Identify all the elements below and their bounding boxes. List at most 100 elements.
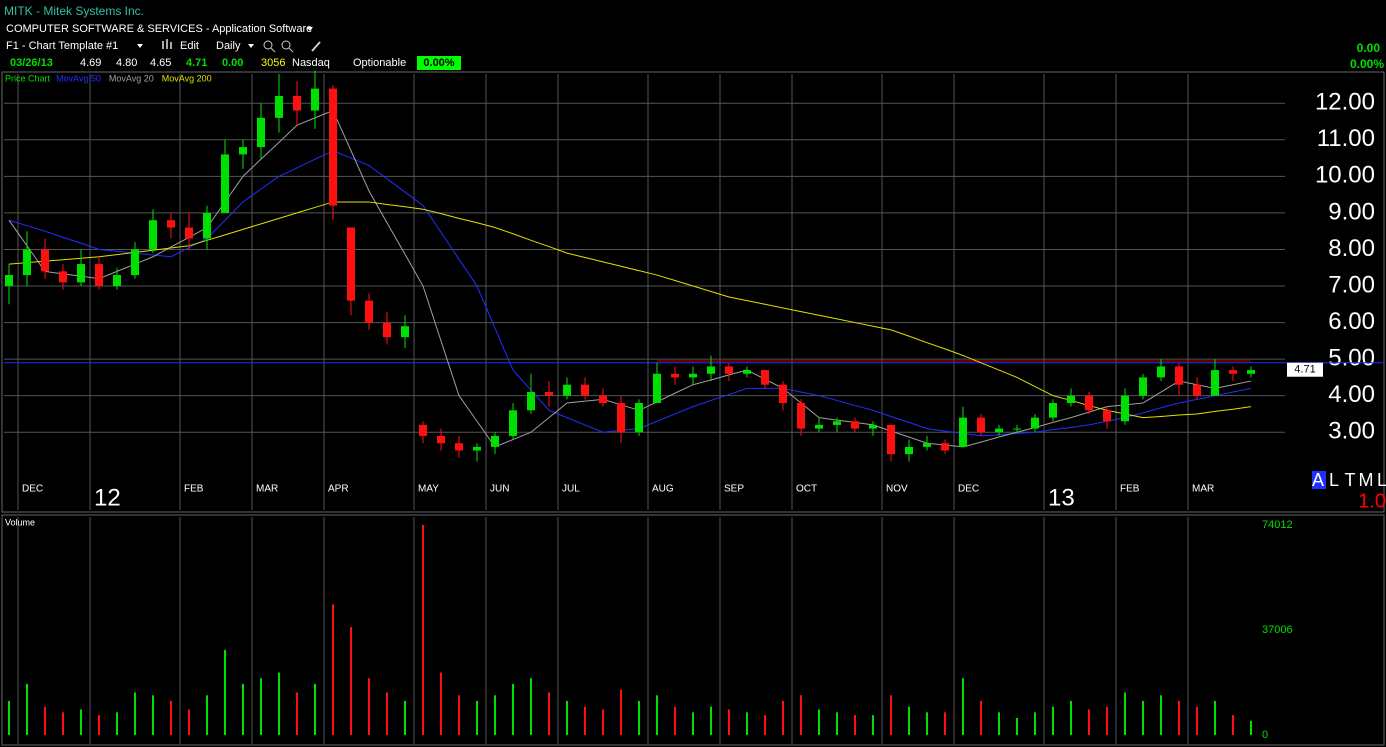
volume-bar — [1052, 706, 1054, 735]
candle-body — [941, 443, 949, 451]
volume-bar — [80, 709, 82, 735]
dropdown-arrow[interactable] — [137, 44, 143, 48]
candle-body — [833, 421, 841, 425]
draw-tool[interactable] — [311, 41, 321, 52]
corner-highlight — [1312, 471, 1326, 489]
volume-bar — [296, 692, 298, 735]
volume-bar — [314, 683, 316, 735]
period[interactable]: Daily — [216, 40, 241, 52]
volume-bar — [800, 695, 802, 735]
quote-last: 4.71 — [186, 57, 207, 69]
volume-bar — [980, 700, 982, 735]
volume-bar — [638, 700, 640, 735]
corner-letter: L — [1377, 470, 1386, 490]
volume-bar — [818, 709, 820, 735]
zoom-out[interactable] — [281, 40, 291, 50]
volume-bar — [926, 712, 928, 735]
volume-bar — [1088, 709, 1090, 735]
y-tick-label: 4.00 — [1328, 381, 1375, 408]
x-tick-label: APR — [328, 484, 349, 495]
volume-bar — [494, 695, 496, 735]
candle-body — [797, 402, 805, 429]
candle-body — [1031, 417, 1039, 429]
candle-body — [5, 275, 13, 287]
candle-body — [41, 249, 49, 272]
candle-body — [221, 154, 229, 213]
candle-body — [1175, 366, 1183, 385]
volume-bar — [530, 678, 532, 735]
y-tick-label: 3.00 — [1328, 418, 1375, 445]
candle-body — [563, 384, 571, 396]
volume-bar — [566, 700, 568, 735]
legend-entry: MovAvg 50 — [56, 73, 101, 83]
volume-bar — [1016, 717, 1018, 735]
candle-body — [131, 249, 139, 276]
volume-bar — [476, 700, 478, 735]
volume-bar — [440, 672, 442, 735]
zoom-in[interactable] — [270, 47, 276, 53]
y-tick-label: 10.00 — [1315, 162, 1375, 189]
candle-body — [707, 366, 715, 374]
candle-body — [653, 373, 661, 403]
bar-icon[interactable] — [166, 39, 168, 49]
moving-average — [8, 150, 1252, 437]
zoom-in[interactable] — [263, 40, 273, 50]
volume-bar — [116, 712, 118, 735]
volume-bar — [746, 712, 748, 735]
volume-bar — [44, 706, 46, 735]
bar-icon[interactable] — [162, 41, 164, 49]
x-tick-label: SEP — [724, 484, 744, 495]
candle-body — [1103, 410, 1111, 422]
volume-bar — [854, 715, 856, 735]
volume-bar — [224, 649, 226, 735]
volume-bar — [1232, 715, 1234, 735]
quote-pct: 0.00% — [423, 57, 454, 69]
volume-bar — [962, 678, 964, 735]
candle-body — [869, 424, 877, 429]
volume-bar — [278, 672, 280, 735]
candle-body — [905, 446, 913, 455]
quote-high: 4.80 — [116, 57, 137, 69]
volume-bar — [368, 678, 370, 735]
candle-body — [743, 370, 751, 374]
quote-date: 03/26/13 — [10, 57, 53, 69]
volume-bar — [728, 709, 730, 735]
x-tick-label: DEC — [22, 484, 43, 495]
year-label: 13 — [1048, 484, 1075, 511]
y-tick-label: 9.00 — [1328, 198, 1375, 225]
volume-bar — [1214, 700, 1216, 735]
bar-icon[interactable] — [170, 42, 172, 49]
volume-bar — [8, 700, 10, 735]
candle-body — [1193, 384, 1201, 396]
dropdown-arrow[interactable] — [307, 27, 313, 31]
corner-letter: T — [1345, 470, 1356, 490]
right-pct: 0.00% — [1350, 57, 1384, 71]
industry: COMPUTER SOFTWARE & SERVICES - Applicati… — [6, 23, 312, 35]
volume-bar — [26, 683, 28, 735]
volume-bar — [332, 604, 334, 735]
volume-bar — [1160, 695, 1162, 735]
candle-body — [239, 147, 247, 155]
candle-body — [167, 220, 175, 228]
quote-exchange: Nasdaq — [292, 57, 330, 69]
zoom-out[interactable] — [288, 47, 294, 53]
edit-button[interactable]: Edit — [180, 40, 199, 52]
candle-body — [815, 424, 823, 429]
candle-body — [1013, 428, 1021, 430]
candle-body — [887, 424, 895, 455]
candle-body — [473, 446, 481, 451]
corner-letter: M — [1359, 470, 1374, 490]
dropdown-arrow[interactable] — [248, 44, 254, 48]
volume-bar — [422, 524, 424, 735]
candle-body — [329, 88, 337, 206]
template[interactable]: F1 - Chart Template #1 — [6, 40, 118, 52]
candle-body — [95, 264, 103, 287]
candle-body — [293, 95, 301, 111]
candle-body — [311, 88, 319, 111]
y-tick-label: 11.00 — [1317, 125, 1375, 152]
x-tick-label: MAY — [418, 484, 439, 495]
candle-body — [437, 435, 445, 444]
volume-bar — [1142, 700, 1144, 735]
volume-bar — [1106, 706, 1108, 735]
candle-body — [545, 392, 553, 396]
